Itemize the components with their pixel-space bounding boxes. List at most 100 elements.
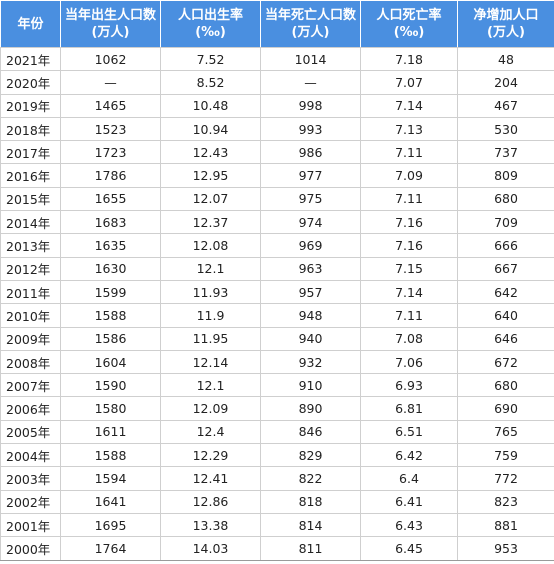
cell-births: 1594 <box>60 466 161 491</box>
cell-net-increase: 881 <box>457 512 554 538</box>
cell-deaths: 811 <box>260 536 361 561</box>
cell-death-rate: 7.06 <box>360 349 458 375</box>
cell-birth-rate: 12.43 <box>160 140 261 165</box>
table-row: 2016年 1786 12.95 977 7.09 809 <box>0 163 554 188</box>
cell-birth-rate: 14.03 <box>160 536 261 561</box>
cell-deaths: 974 <box>260 210 361 235</box>
cell-year: 2009年 <box>0 326 61 351</box>
table-row: 2007年 1590 12.1 910 6.93 680 <box>0 373 554 398</box>
cell-birth-rate: 13.38 <box>160 512 261 538</box>
table-row: 2003年 1594 12.41 822 6.4 772 <box>0 466 554 491</box>
cell-net-increase: 759 <box>457 443 554 468</box>
cell-deaths: 998 <box>260 93 361 118</box>
cell-births: 1586 <box>60 326 161 351</box>
cell-net-increase: 467 <box>457 93 554 118</box>
cell-net-increase: 823 <box>457 489 554 514</box>
cell-year: 2016年 <box>0 163 61 188</box>
table-header-row: 年份 当年出生人口数 (万人) 人口出生率 (‰) 当年死亡人口数 (万人) 人… <box>0 0 554 48</box>
cell-birth-rate: 11.93 <box>160 279 261 305</box>
cell-births: 1786 <box>60 163 161 188</box>
cell-year: 2000年 <box>0 536 61 561</box>
cell-death-rate: 7.16 <box>360 233 458 258</box>
cell-deaths: 957 <box>260 279 361 305</box>
cell-year: 2018年 <box>0 116 61 142</box>
cell-death-rate: 7.14 <box>360 93 458 118</box>
cell-net-increase: 680 <box>457 186 554 212</box>
cell-year: 2006年 <box>0 396 61 421</box>
cell-deaths: 993 <box>260 116 361 142</box>
cell-birth-rate: 12.1 <box>160 256 261 281</box>
cell-net-increase: 642 <box>457 279 554 305</box>
cell-net-increase: 737 <box>457 140 554 165</box>
table-body: 2021年 1062 7.52 1014 7.18 48 2020年 —8.52—7.07 20… <box>0 46 554 561</box>
table-row: 2017年 1723 12.43 986 7.11 737 <box>0 140 554 165</box>
cell-death-rate: 6.43 <box>360 512 458 538</box>
cell-death-rate: 7.13 <box>360 116 458 142</box>
table-row: 2005年 1611 12.4 846 6.51 765 <box>0 419 554 445</box>
table-row: 2013年 1635 12.08 969 7.16 666 <box>0 233 554 258</box>
cell-death-rate: 7.07 <box>360 70 458 95</box>
cell-death-rate: 6.42 <box>360 443 458 468</box>
cell-birth-rate: 12.1 <box>160 373 261 398</box>
cell-deaths: 910 <box>260 373 361 398</box>
cell-year: 2011年 <box>0 279 61 305</box>
cell-birth-rate: 10.94 <box>160 116 261 142</box>
cell-births: 1723 <box>60 140 161 165</box>
cell-net-increase: 530 <box>457 116 554 142</box>
cell-deaths: 948 <box>260 303 361 328</box>
cell-birth-rate: 8.52 <box>160 70 261 95</box>
cell-death-rate: 7.08 <box>360 326 458 351</box>
cell-birth-rate: 12.08 <box>160 233 261 258</box>
header-births: 当年出生人口数 (万人) <box>60 0 161 48</box>
cell-death-rate: 6.51 <box>360 419 458 445</box>
cell-births: 1604 <box>60 349 161 375</box>
cell-net-increase: 48 <box>457 46 554 72</box>
cell-births: 1683 <box>60 210 161 235</box>
cell-death-rate: 6.4 <box>360 466 458 491</box>
cell-net-increase: 953 <box>457 536 554 561</box>
table-row: 2010年 1588 11.9 948 7.11 640 <box>0 303 554 328</box>
cell-birth-rate: 12.4 <box>160 419 261 445</box>
cell-births: 1641 <box>60 489 161 514</box>
header-death-rate-label: 人口死亡率 <box>376 8 442 23</box>
cell-deaths: 822 <box>260 466 361 491</box>
cell-birth-rate: 12.37 <box>160 210 261 235</box>
header-deaths: 当年死亡人口数 (万人) <box>260 0 361 48</box>
table-row: 2001年 1695 13.38 814 6.43 881 <box>0 512 554 538</box>
cell-births: 1465 <box>60 93 161 118</box>
cell-year: 2008年 <box>0 349 61 375</box>
table-row: 2008年 1604 12.14 932 7.06 672 <box>0 349 554 375</box>
header-birth-rate: 人口出生率 (‰) <box>160 0 261 48</box>
cell-birth-rate: 10.48 <box>160 93 261 118</box>
cell-net-increase: 667 <box>457 256 554 281</box>
cell-net-increase: 204 <box>457 70 554 95</box>
header-deaths-label: 当年死亡人口数 <box>264 8 356 23</box>
cell-net-increase: 690 <box>457 396 554 421</box>
cell-death-rate: 7.18 <box>360 46 458 72</box>
cell-deaths: 814 <box>260 512 361 538</box>
cell-deaths: 940 <box>260 326 361 351</box>
cell-births: 1695 <box>60 512 161 538</box>
cell-year: 2004年 <box>0 443 61 468</box>
table-row: 2014年 1683 12.37 974 7.16 709 <box>0 210 554 235</box>
cell-births: 1580 <box>60 396 161 421</box>
cell-birth-rate: 12.07 <box>160 186 261 212</box>
cell-net-increase: 640 <box>457 303 554 328</box>
cell-birth-rate: 12.14 <box>160 349 261 375</box>
cell-birth-rate: 12.29 <box>160 443 261 468</box>
header-net-increase-label: 净增加人口 <box>473 8 539 23</box>
header-birth-rate-unit: (‰) <box>195 25 226 40</box>
cell-birth-rate: 11.95 <box>160 326 261 351</box>
cell-net-increase: 666 <box>457 233 554 258</box>
header-death-rate-unit: (‰) <box>393 25 425 40</box>
cell-deaths: 1014 <box>260 46 361 72</box>
table-row: 2018年 1523 10.94 993 7.13 530 <box>0 116 554 142</box>
table-row: 2000年 1764 14.03 811 6.45 953 <box>0 536 554 561</box>
cell-year: 2005年 <box>0 419 61 445</box>
cell-year: 2021年 <box>0 46 61 72</box>
cell-year: 2003年 <box>0 466 61 491</box>
header-year-label: 年份 <box>17 16 44 32</box>
cell-net-increase: 772 <box>457 466 554 491</box>
